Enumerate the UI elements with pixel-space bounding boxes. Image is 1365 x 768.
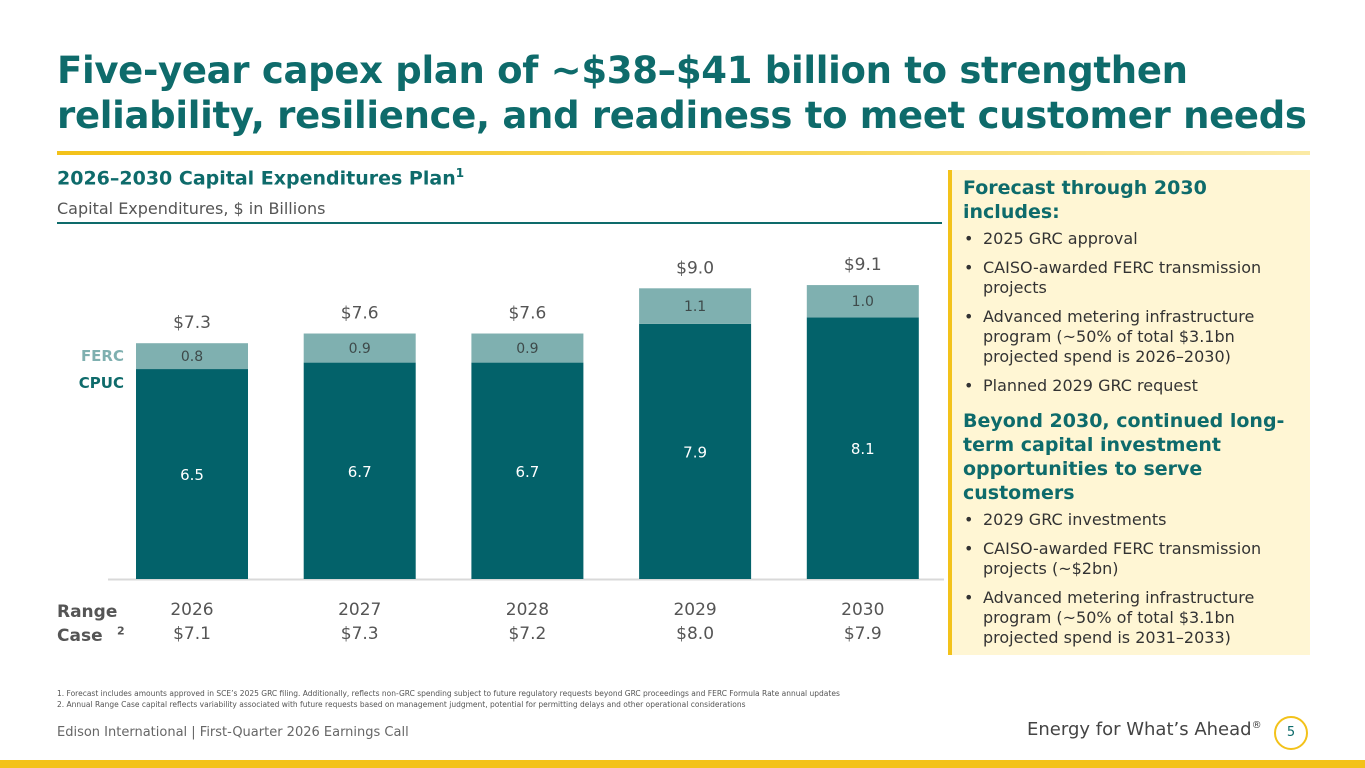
list-item: Advanced metering infrastructure program… xyxy=(963,307,1302,367)
chart-subtitle: Capital Expenditures, $ in Billions xyxy=(57,199,326,218)
list-item: 2029 GRC investments xyxy=(963,510,1302,530)
bar-cpuc-2026 xyxy=(136,369,248,579)
forecast-list: 2025 GRC approval CAISO-awarded FERC tra… xyxy=(963,229,1302,396)
total-label-2026: $7.3 xyxy=(173,313,211,333)
panel-heading-forecast: Forecast through 2030 includes: xyxy=(963,177,1207,223)
panel-heading-beyond: Beyond 2030, continued long-term capital… xyxy=(963,410,1285,504)
footnotes: 1. Forecast includes amounts approved in… xyxy=(57,688,840,710)
list-item: Advanced metering infrastructure program… xyxy=(963,588,1302,648)
footer-tagline: Energy for What’s Ahead® xyxy=(1027,719,1262,740)
range-case-value-2029: $8.0 xyxy=(676,624,714,644)
chart-title-footnote-ref: 1 xyxy=(455,166,465,180)
footer-source: Edison International | First-Quarter 202… xyxy=(57,725,409,740)
footnote-2: 2. Annual Range Case capital reflects va… xyxy=(57,700,746,709)
bar-cpuc-2028 xyxy=(471,362,584,579)
data-label-cpuc-2028: 6.7 xyxy=(515,463,539,481)
bar-cpuc-2029 xyxy=(639,323,752,579)
data-label-cpuc-2029: 7.9 xyxy=(683,443,707,461)
chart-divider xyxy=(57,222,942,224)
bottom-accent-bar xyxy=(0,760,1365,768)
bar-cpuc-2030 xyxy=(806,317,919,579)
page-title-line-1: Five-year capex plan of ~$38–$41 billion… xyxy=(57,49,1188,92)
total-label-2027: $7.6 xyxy=(341,304,379,324)
title-divider xyxy=(57,151,1310,155)
total-label-2029: $9.0 xyxy=(676,258,714,278)
range-case-value-2027: $7.3 xyxy=(341,624,379,644)
range-case-value-2028: $7.2 xyxy=(508,624,546,644)
x-tick-label-2026: 2026 xyxy=(170,600,213,620)
data-label-cpuc-2026: 6.5 xyxy=(180,466,204,484)
chart-title: 2026–2030 Capital Expenditures Plan1 xyxy=(57,166,464,189)
legend-ferc: FERC xyxy=(80,347,124,365)
range-case-label-text: Range Case xyxy=(57,602,118,646)
total-label-2028: $7.6 xyxy=(508,304,546,324)
tagline-text: Energy for What’s Ahead xyxy=(1027,719,1252,740)
range-case-value-2030: $7.9 xyxy=(844,624,882,644)
footnote-1: 1. Forecast includes amounts approved in… xyxy=(57,689,840,698)
bar-ferc-2030 xyxy=(806,285,919,318)
range-case-label: Range Case 2 xyxy=(57,600,125,648)
list-item: CAISO-awarded FERC transmission projects… xyxy=(963,539,1302,579)
bar-ferc-2026 xyxy=(136,343,248,370)
bar-ferc-2027 xyxy=(303,333,416,363)
data-label-cpuc-2027: 6.7 xyxy=(348,463,372,481)
x-tick-label-2029: 2029 xyxy=(673,600,716,620)
bar-ferc-2029 xyxy=(639,288,752,324)
forecast-panel: Forecast through 2030 includes: 2025 GRC… xyxy=(948,170,1310,655)
x-tick-label-2030: 2030 xyxy=(841,600,884,620)
page-number: 5 xyxy=(1274,716,1308,750)
page-title: Five-year capex plan of ~$38–$41 billion… xyxy=(57,48,1317,138)
x-tick-label-2027: 2027 xyxy=(338,600,381,620)
beyond-list: 2029 GRC investments CAISO-awarded FERC … xyxy=(963,510,1302,648)
total-label-2030: $9.1 xyxy=(844,255,882,275)
data-label-cpuc-2030: 8.1 xyxy=(851,440,875,458)
range-case-value-2026: $7.1 xyxy=(173,624,211,644)
data-label-ferc-2030: 1.0 xyxy=(852,294,874,310)
list-item: CAISO-awarded FERC transmission projects xyxy=(963,258,1302,298)
page-title-line-2: reliability, resilience, and readiness t… xyxy=(57,94,1307,137)
x-tick-label-2028: 2028 xyxy=(506,600,549,620)
data-label-ferc-2026: 0.8 xyxy=(181,349,203,365)
list-item: 2025 GRC approval xyxy=(963,229,1302,249)
legend-cpuc: CPUC xyxy=(78,374,124,392)
bar-ferc-2028 xyxy=(471,333,584,363)
tagline-mark: ® xyxy=(1251,720,1262,731)
range-case-footnote-ref: 2 xyxy=(117,624,125,638)
data-label-ferc-2028: 0.9 xyxy=(516,341,538,357)
data-label-ferc-2029: 1.1 xyxy=(684,299,706,315)
data-label-ferc-2027: 0.9 xyxy=(349,341,371,357)
bar-cpuc-2027 xyxy=(303,362,416,579)
chart-title-text: 2026–2030 Capital Expenditures Plan xyxy=(57,167,456,190)
list-item: Planned 2029 GRC request xyxy=(963,376,1302,396)
